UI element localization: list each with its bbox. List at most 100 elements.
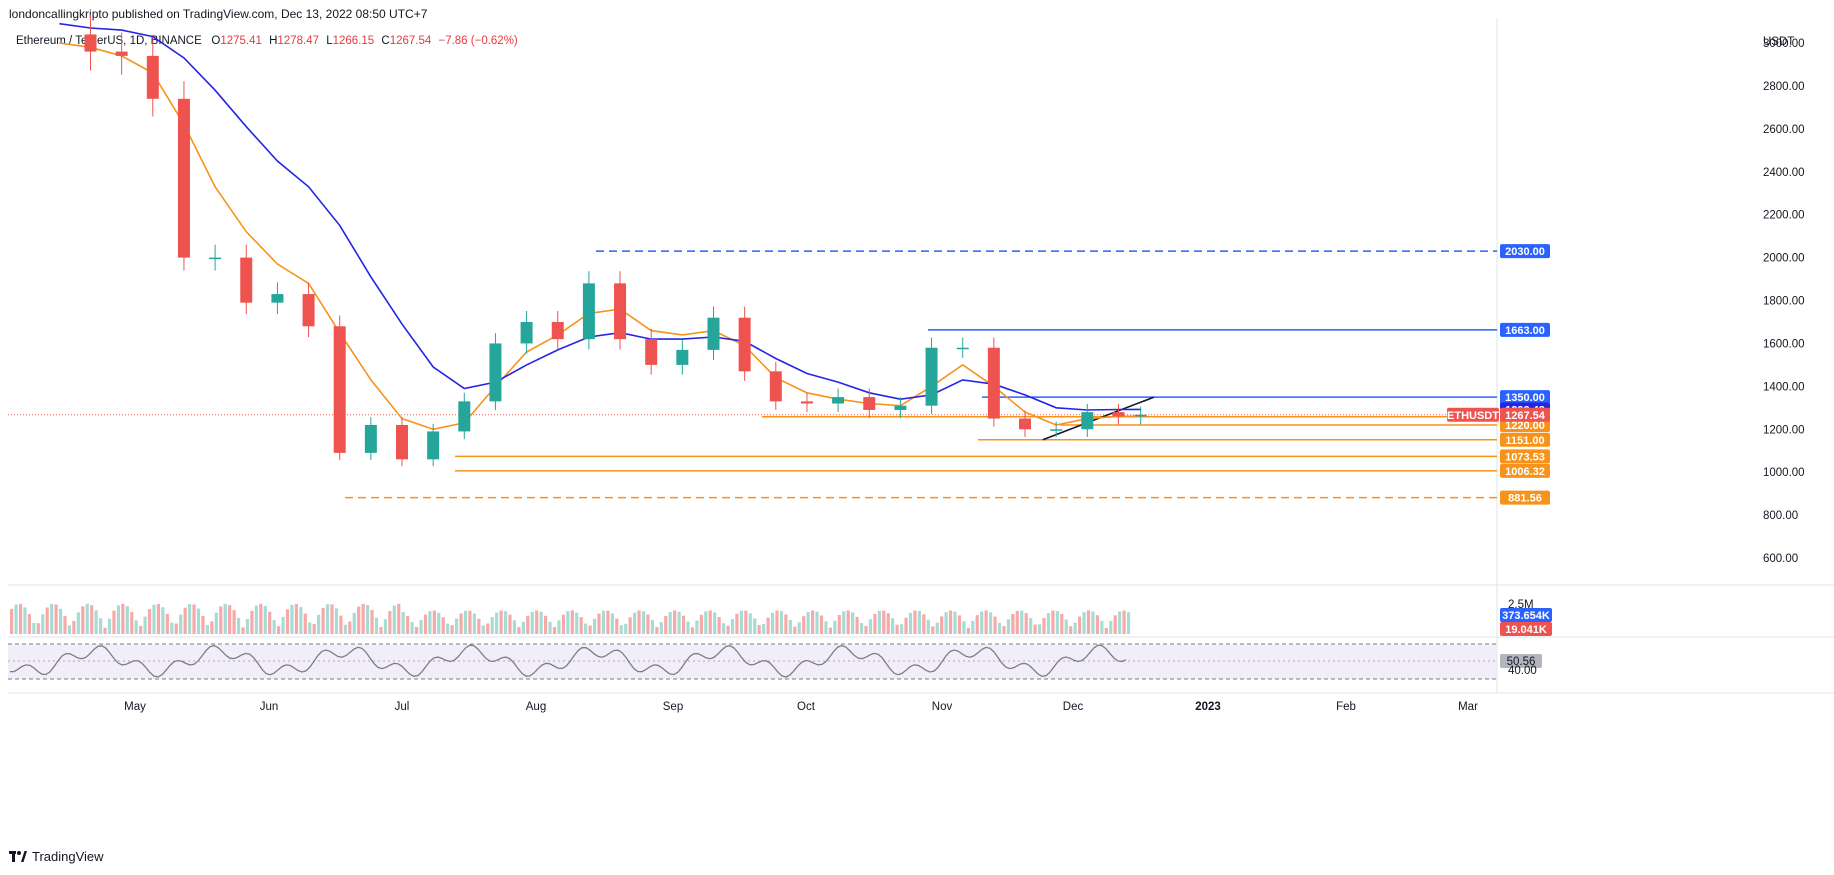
- volume-bar: [1037, 624, 1042, 634]
- volume-bar: [717, 616, 721, 634]
- volume-bar: [1126, 612, 1131, 634]
- volume-bar: [272, 620, 276, 634]
- volume-bar: [811, 610, 815, 634]
- volume-bar: [170, 622, 174, 634]
- volume-bar: [722, 623, 726, 634]
- candle: [333, 326, 346, 453]
- volume-bar: [739, 610, 743, 634]
- volume-bar: [228, 605, 232, 634]
- volume-bar: [67, 625, 72, 634]
- price-tags: 2030.001663.001350.001258.651220.001151.…: [1447, 244, 1550, 505]
- symbol-tag-label: ETHUSDT: [1447, 410, 1499, 422]
- tradingview-brand[interactable]: TradingView: [9, 849, 104, 864]
- volume-bar: [495, 612, 499, 634]
- volume-bar: [699, 614, 703, 634]
- level-tag-label: 1663.00: [1505, 325, 1545, 337]
- volume-bar: [174, 623, 178, 634]
- volume-bar: [775, 610, 779, 634]
- volume-bar: [1011, 614, 1015, 634]
- volume-bar: [690, 627, 695, 634]
- volume-bar: [735, 613, 739, 634]
- volume-bar: [1042, 617, 1046, 634]
- volume-bar: [348, 621, 352, 634]
- volume-bar: [539, 611, 543, 634]
- volume-bar: [971, 620, 975, 634]
- volume-bar: [388, 611, 392, 634]
- candle: [769, 371, 782, 402]
- volume-bar: [268, 611, 272, 634]
- moving-average-slow: [59, 22, 1141, 411]
- volume-bar: [1082, 612, 1086, 634]
- volume-bar: [508, 614, 512, 634]
- candle: [115, 51, 128, 56]
- volume-bar: [14, 604, 18, 634]
- volume-bar: [472, 613, 476, 634]
- volume-bar: [686, 621, 690, 634]
- volume-bar: [1051, 610, 1055, 634]
- time-tick-label: Feb: [1336, 701, 1356, 713]
- volume-bar: [147, 609, 152, 634]
- time-tick-label: Nov: [932, 701, 953, 713]
- volume-bar: [989, 612, 993, 634]
- volume-bar: [980, 611, 984, 634]
- volume-bar: [486, 623, 490, 634]
- volume-bar: [94, 610, 98, 634]
- volume-tag-label: 373.654K: [1502, 610, 1550, 622]
- candle: [364, 424, 377, 453]
- volume-bar: [410, 622, 414, 634]
- volume-bar: [406, 616, 410, 634]
- volume-bar: [904, 617, 908, 634]
- low-value: 1266.15: [332, 35, 375, 47]
- volume-bar: [36, 623, 40, 634]
- candle: [894, 405, 907, 410]
- volume-bar: [535, 610, 539, 634]
- volume-bar: [107, 618, 112, 634]
- volume-bar: [753, 618, 757, 634]
- volume-bar: [744, 610, 748, 634]
- volume-bar: [984, 610, 988, 634]
- volume-bar: [441, 617, 445, 634]
- volume-bar: [668, 611, 672, 634]
- volume-bar: [446, 623, 450, 634]
- candle: [458, 401, 471, 432]
- volume-bar: [76, 612, 80, 634]
- volume-bar: [953, 611, 957, 634]
- level-tag-label: 1350.00: [1505, 392, 1545, 404]
- volume-bar: [824, 621, 828, 634]
- price-axis-unit: USDT: [1763, 36, 1794, 48]
- volume-bar: [948, 610, 953, 634]
- volume-bar: [664, 616, 668, 634]
- tradingview-logo-icon: [9, 851, 27, 862]
- volume-bar: [530, 611, 534, 634]
- volume-bar: [1073, 622, 1077, 634]
- volume-bar: [882, 610, 886, 634]
- volume-bar: [584, 623, 588, 634]
- rsi-tag-label: 50.56: [1507, 656, 1536, 668]
- volume-bar: [1104, 627, 1108, 634]
- volume-bar: [361, 603, 365, 634]
- volume-bar: [432, 610, 436, 634]
- volume-bar: [179, 614, 183, 634]
- volume-bar: [610, 613, 614, 634]
- candle: [240, 257, 253, 303]
- volume-bar: [45, 607, 49, 634]
- volume-bar: [401, 611, 405, 634]
- level-tag-label: 1151.00: [1505, 435, 1544, 447]
- level-tag: [1500, 449, 1550, 464]
- time-tick-label: Jun: [260, 701, 279, 713]
- volume-bar: [793, 626, 797, 634]
- price-tick-label: 1200.00: [1763, 424, 1805, 436]
- volume-bar: [490, 617, 494, 634]
- volume-bar: [245, 618, 250, 634]
- volume-bar: [997, 622, 1002, 634]
- volume-bar: [50, 604, 54, 634]
- volume-bar: [708, 610, 712, 634]
- volume-bar: [1109, 621, 1113, 634]
- candles[interactable]: [84, 14, 1147, 467]
- time-tick-label: Jul: [395, 701, 410, 713]
- volume-bar: [125, 606, 129, 634]
- horizontal-levels[interactable]: [8, 250, 1497, 499]
